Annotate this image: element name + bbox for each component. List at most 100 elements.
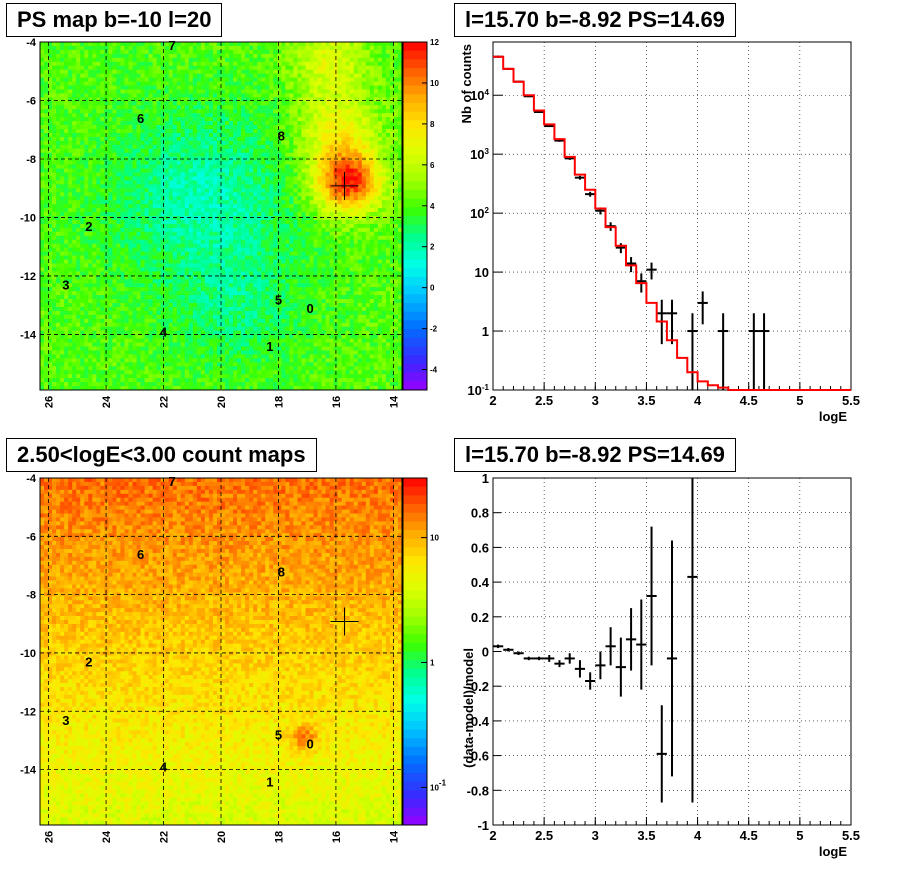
ps-map-colorbar-swatch xyxy=(403,86,427,95)
count-map-source-label: 4 xyxy=(160,760,168,775)
spectrum-x-tick-label: 2.5 xyxy=(535,393,553,408)
count-map-x-tick-label: 20 xyxy=(216,831,228,843)
residuals-y-tick-label: 1 xyxy=(482,471,489,486)
residuals-y-tick-label: -0.8 xyxy=(467,783,489,798)
ps-map-colorbar-swatch xyxy=(403,59,427,68)
ps-map-x-tick-label: 24 xyxy=(101,395,113,408)
count-map-x-tick-label: 22 xyxy=(159,831,171,843)
residuals-y-tick-label: 0 xyxy=(482,645,489,660)
count-map-colorbar-swatch xyxy=(403,652,427,661)
ps-map-colorbar-swatch xyxy=(403,190,427,199)
count-map-colorbar-swatch xyxy=(403,547,427,556)
ps-map-colorbar-swatch xyxy=(403,112,427,121)
ps-map-x-tick-label: 22 xyxy=(159,396,171,408)
ps-map-x-tick-label: 20 xyxy=(216,396,228,408)
ps-map-colorbar-swatch xyxy=(403,207,427,216)
residuals-x-tick-label: 3.5 xyxy=(637,828,655,843)
ps-map-colorbar-swatch xyxy=(403,338,427,347)
ps-map-colorbar-swatch xyxy=(403,364,427,373)
count-map-colorbar-swatch xyxy=(403,599,427,608)
ps-map-y-tick-label: -10 xyxy=(20,212,36,224)
spectrum-y-tick-label: 102 xyxy=(470,206,489,221)
ps-map-colorbar-swatch xyxy=(403,347,427,356)
ps-map-y-tick-label: -6 xyxy=(26,95,36,107)
count-map-colorbar-tick-label: 10-1 xyxy=(430,778,447,792)
residuals-y-tick-label: 0.4 xyxy=(471,575,490,590)
count-map-colorbar-tick-label: 1 xyxy=(430,658,435,667)
residuals-x-tick-label: 5.5 xyxy=(842,828,860,843)
ps-map-colorbar-tick-label: 2 xyxy=(430,243,435,252)
ps-map-source-label: 2 xyxy=(85,219,92,234)
count-map-title: 2.50<logE<3.00 count maps xyxy=(6,438,317,472)
residuals-x-tick-label: 5 xyxy=(796,828,803,843)
ps-map-colorbar-swatch xyxy=(403,329,427,338)
ps-map-colorbar-swatch xyxy=(403,120,427,129)
count-map-source-label: 5 xyxy=(275,728,282,743)
ps-map-colorbar-swatch xyxy=(403,51,427,60)
residuals-x-tick-label: 3 xyxy=(592,828,599,843)
ps-map-colorbar-swatch xyxy=(403,373,427,382)
count-map-y-tick-label: -10 xyxy=(20,648,36,660)
ps-map-colorbar-swatch xyxy=(403,199,427,208)
spectrum-y-tick-label: 103 xyxy=(470,147,489,162)
spectrum-y-axis-title: Nb of counts xyxy=(459,44,474,123)
residuals-x-tick-label: 4 xyxy=(694,828,702,843)
count-map-x-tick-label: 16 xyxy=(331,831,343,843)
ps-map-colorbar-swatch xyxy=(403,216,427,225)
ps-map-title: PS map b=-10 l=20 xyxy=(6,3,222,37)
residuals-x-axis-title: logE xyxy=(819,844,847,859)
count-map-colorbar-swatch xyxy=(403,721,427,730)
count-map-colorbar-swatch xyxy=(403,487,427,496)
ps-map-colorbar-swatch xyxy=(403,381,427,390)
count-map-colorbar-swatch xyxy=(403,678,427,687)
count-map-y-tick-label: -14 xyxy=(20,765,37,777)
spectrum-y-tick-label: 10 xyxy=(475,265,489,280)
spectrum-x-axis-title: logE xyxy=(819,409,847,424)
count-map-colorbar-swatch xyxy=(403,747,427,756)
spectrum-x-tick-label: 5.5 xyxy=(842,393,860,408)
count-map-y-tick-label: -6 xyxy=(26,531,36,543)
count-map-x-tick-label: 26 xyxy=(44,831,56,843)
ps-map-colorbar-swatch xyxy=(403,286,427,295)
count-map-colorbar-swatch xyxy=(403,608,427,617)
count-map-x-tick-label: 14 xyxy=(388,830,400,843)
count-map-colorbar-swatch xyxy=(403,495,427,504)
ps-map-colorbar-swatch xyxy=(403,225,427,234)
ps-map-colorbar-swatch xyxy=(403,103,427,112)
residuals-y-axis-title: (data-model)/model xyxy=(461,648,476,768)
ps-map-y-tick-label: -14 xyxy=(20,329,37,341)
ps-map-colorbar-swatch xyxy=(403,155,427,164)
count-map-colorbar-swatch xyxy=(403,799,427,808)
count-map-colorbar-swatch xyxy=(403,738,427,747)
count-map-colorbar-swatch xyxy=(403,686,427,695)
ps-map-colorbar-swatch xyxy=(403,146,427,155)
ps-map-colorbar-swatch xyxy=(403,303,427,312)
ps-map-colorbar-swatch xyxy=(403,77,427,86)
ps-map-colorbar-swatch xyxy=(403,355,427,364)
count-map-colorbar-swatch xyxy=(403,764,427,773)
ps-map-colorbar-swatch xyxy=(403,233,427,242)
spectrum-data-point xyxy=(544,125,554,127)
ps-map-source-label: 3 xyxy=(62,278,69,293)
spectrum-x-tick-label: 4 xyxy=(694,393,702,408)
count-map-colorbar-swatch xyxy=(403,816,427,825)
spectrum-x-tick-label: 4.5 xyxy=(740,393,758,408)
count-map-colorbar-swatch xyxy=(403,582,427,591)
count-map-colorbar-swatch xyxy=(403,591,427,600)
residuals-y-tick-label: 0.6 xyxy=(471,540,489,555)
count-map-source-label: 8 xyxy=(278,564,285,579)
ps-map-colorbar-swatch xyxy=(403,181,427,190)
ps-map-colorbar-swatch xyxy=(403,68,427,77)
ps-map-colorbar-swatch xyxy=(403,251,427,260)
ps-map-y-tick-label: -8 xyxy=(26,154,36,166)
residuals-x-tick-label: 4.5 xyxy=(740,828,758,843)
spectrum-x-tick-label: 3 xyxy=(592,393,599,408)
count-map-colorbar-swatch xyxy=(403,539,427,548)
ps-map-source-label: 5 xyxy=(275,292,282,307)
count-map-colorbar-swatch xyxy=(403,504,427,513)
